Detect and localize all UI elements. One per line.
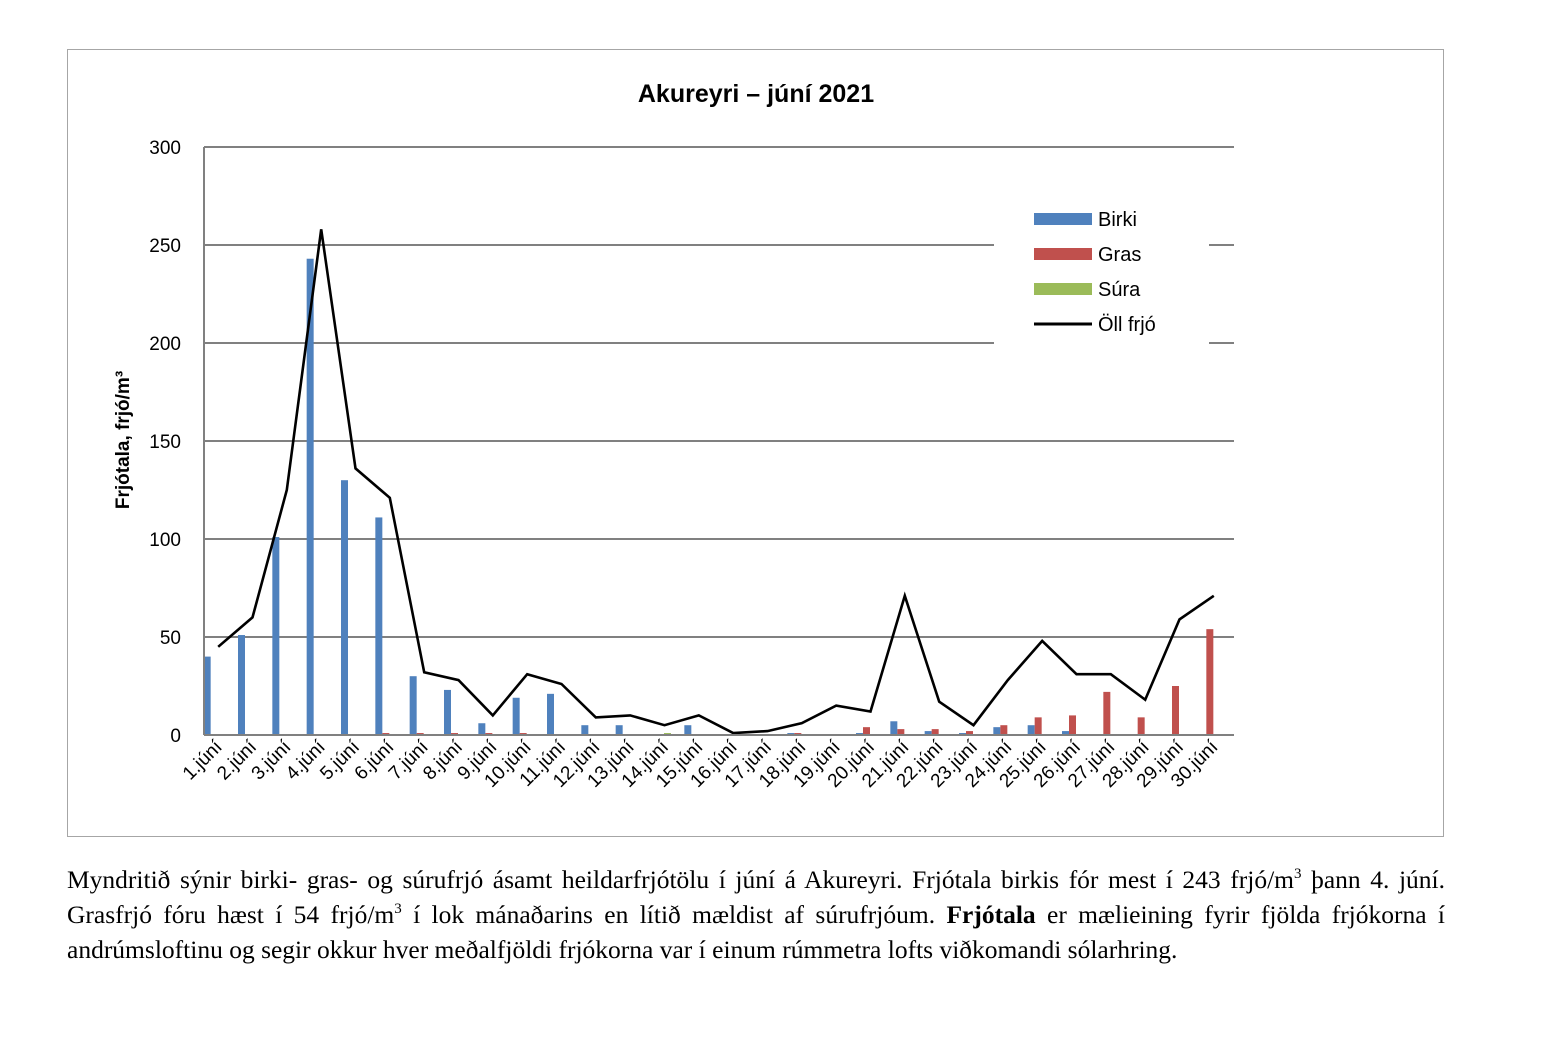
bar-gras <box>1172 686 1179 735</box>
bar-gras <box>966 731 973 735</box>
caption-text-4: er mælieining fyrir fjölda frjókorna í a… <box>67 900 1446 964</box>
bar-birki <box>341 480 348 735</box>
legend-swatch <box>1034 213 1092 225</box>
bar-birki <box>1062 731 1069 735</box>
caption-text-3: í lok mánaðarins en lítið mældist af súr… <box>401 900 947 929</box>
legend-background <box>994 200 1209 346</box>
y-tick-label: 250 <box>149 236 181 257</box>
bar-birki <box>306 258 314 735</box>
bar-birki <box>581 725 589 735</box>
figure-caption: Myndritið sýnir birki- gras- og súrufrjó… <box>67 862 1445 967</box>
chart-frame: Akureyri – júní 2021 Frjótala, frjó/m³ 0… <box>67 49 1444 837</box>
bar-gras <box>863 727 870 735</box>
bar-gras <box>931 729 939 735</box>
bar-birki <box>375 517 383 735</box>
caption-text-1: Myndritið sýnir birki- gras- og súrufrjó… <box>67 865 1294 894</box>
bar-gras <box>897 729 905 735</box>
bar-gras <box>1000 725 1008 735</box>
caption-superscript-2: 3 <box>394 901 402 917</box>
legend: Birki Gras Súra Öll frjó <box>994 200 1209 346</box>
bar-birki <box>512 697 520 735</box>
legend-label: Birki <box>1098 209 1137 231</box>
bars <box>203 258 1214 735</box>
y-tick-label: 0 <box>170 726 181 747</box>
bar-birki <box>615 725 623 735</box>
bar-birki <box>272 537 280 735</box>
axes <box>203 147 1234 736</box>
legend-label: Gras <box>1098 244 1141 266</box>
caption-superscript-1: 3 <box>1294 866 1302 882</box>
bar-birki <box>993 727 1001 735</box>
legend-swatch <box>1034 248 1092 260</box>
x-axis-ticks: 1.júní2.júní3.júní4.júní5.júní6.júní7.jú… <box>179 736 1223 792</box>
bar-gras <box>1137 717 1145 735</box>
y-axis-ticks: 0 50 100 150 200 250 300 <box>149 138 181 747</box>
chart-svg: Akureyri – júní 2021 Frjótala, frjó/m³ 0… <box>113 80 1234 792</box>
total-line <box>217 229 1215 735</box>
caption-bold-term: Frjótala <box>946 900 1036 929</box>
y-tick-label: 100 <box>149 530 181 551</box>
bar-birki <box>924 731 932 735</box>
y-tick-label: 50 <box>160 628 181 649</box>
bar-birki <box>444 689 451 735</box>
y-axis-label: Frjótala, frjó/m³ <box>113 371 134 509</box>
bar-birki <box>547 693 554 735</box>
y-tick-label: 300 <box>149 138 181 159</box>
bar-gras <box>1034 717 1042 735</box>
bar-birki <box>409 676 417 735</box>
bar-birki <box>478 723 486 735</box>
bar-gras <box>1206 629 1214 735</box>
series-line-oll-frjo <box>217 229 1215 735</box>
chart-title: Akureyri – júní 2021 <box>638 80 874 108</box>
y-tick-label: 200 <box>149 334 181 355</box>
legend-swatch <box>1034 283 1092 295</box>
legend-label: Öll frjó <box>1098 314 1156 336</box>
bar-birki <box>1027 725 1035 735</box>
bar-gras <box>1103 691 1111 735</box>
bar-birki <box>684 725 692 735</box>
bar-birki <box>238 635 245 735</box>
legend-label: Súra <box>1098 279 1141 301</box>
caption-text-2: þann 4. júní. Grasfrjó fóru hæst í 54 fr… <box>67 865 1445 929</box>
bar-gras <box>1069 715 1076 735</box>
y-tick-label: 150 <box>149 432 181 453</box>
bar-birki <box>890 721 898 735</box>
bar-birki <box>203 656 211 735</box>
